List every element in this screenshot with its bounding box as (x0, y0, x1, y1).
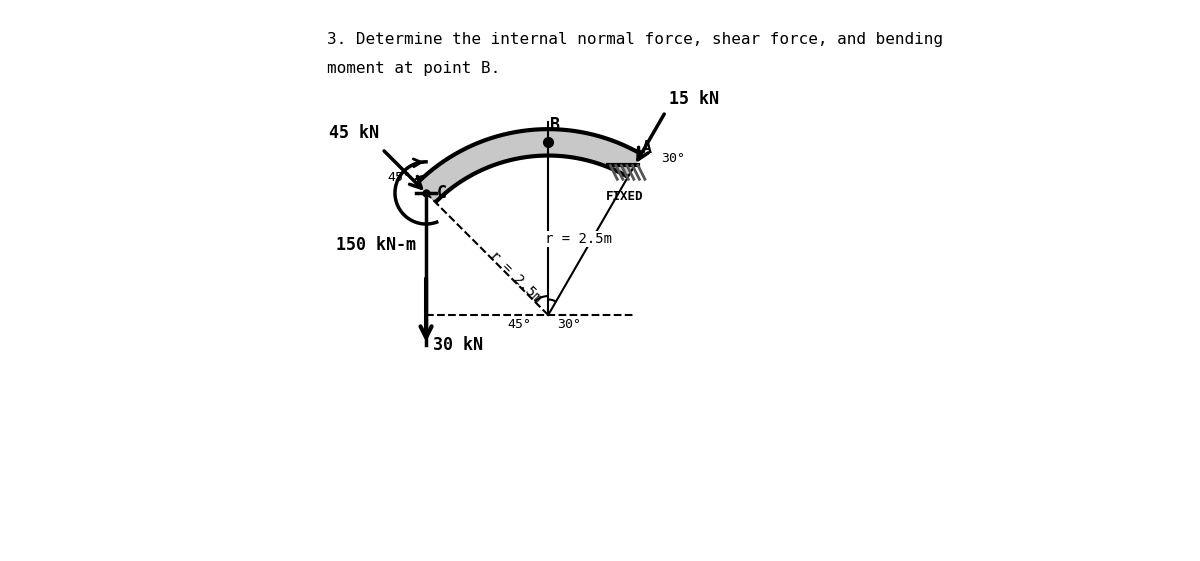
Text: 30°: 30° (557, 319, 581, 332)
Text: C: C (437, 184, 446, 202)
Text: A: A (642, 139, 652, 157)
Text: 3. Determine the internal normal force, shear force, and bending: 3. Determine the internal normal force, … (328, 32, 943, 47)
Text: 45°: 45° (508, 319, 532, 332)
Text: 45 kN: 45 kN (329, 124, 379, 142)
Text: 30°: 30° (661, 152, 685, 165)
Text: 15 kN: 15 kN (670, 90, 719, 108)
Text: 45°: 45° (388, 171, 412, 184)
Text: moment at point B.: moment at point B. (328, 61, 500, 76)
Text: 150 kN-m: 150 kN-m (336, 236, 416, 254)
Text: B: B (550, 116, 560, 134)
Text: FIXED: FIXED (606, 190, 643, 203)
Text: r = 2.5m: r = 2.5m (545, 232, 612, 246)
Text: r = 2.5m: r = 2.5m (486, 248, 544, 306)
Text: 30 kN: 30 kN (433, 336, 482, 354)
